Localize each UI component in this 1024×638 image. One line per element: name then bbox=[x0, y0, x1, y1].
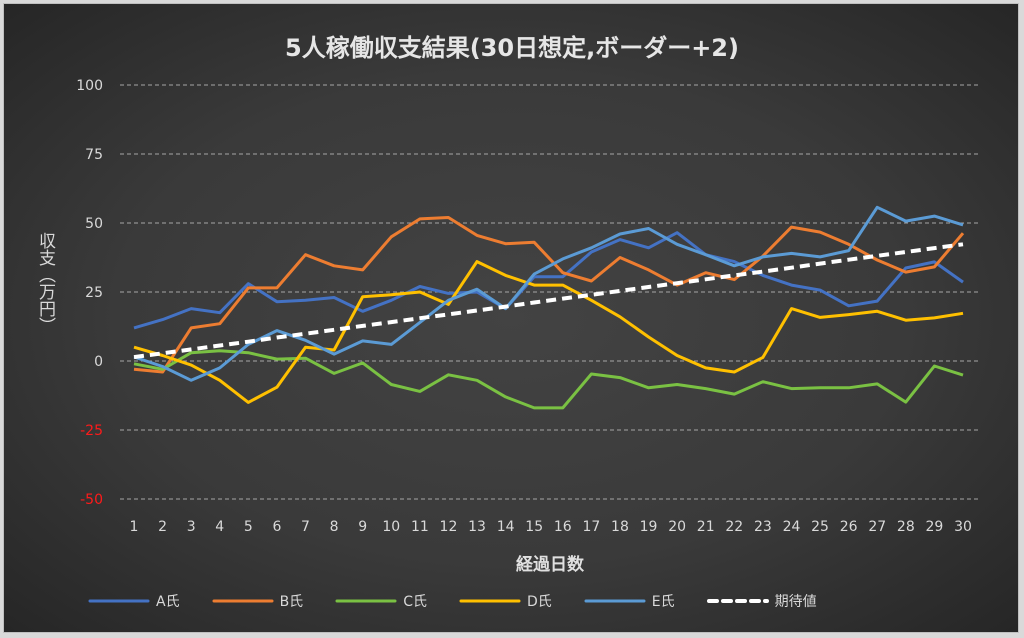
series-line-2 bbox=[133, 216, 965, 374]
x-tick-label: 9 bbox=[358, 519, 367, 535]
x-tick-label: 24 bbox=[783, 519, 801, 535]
gridlines bbox=[120, 84, 978, 500]
x-tick-label: 21 bbox=[697, 519, 715, 535]
legend-swatch bbox=[459, 599, 521, 603]
y-tick-label: 75 bbox=[85, 147, 103, 163]
legend-swatch bbox=[88, 599, 150, 603]
series-lines bbox=[133, 205, 965, 410]
y-tick-label: 50 bbox=[85, 216, 103, 232]
x-tick-label: 22 bbox=[725, 519, 743, 535]
y-tick-label: 100 bbox=[76, 78, 103, 94]
x-tick-label: 29 bbox=[925, 519, 943, 535]
series-line-6 bbox=[133, 242, 964, 360]
legend-label: B氏 bbox=[279, 594, 304, 610]
series-line-5 bbox=[133, 205, 964, 382]
x-tick-labels: 1 2 3 4 5 6 7 8 9 10 11 12 13 14 15 16 17 18 19 20 21 22 23 24 2… bbox=[130, 519, 972, 535]
y-tick-label: 0 bbox=[94, 354, 103, 370]
x-tick-label: 15 bbox=[525, 519, 543, 535]
x-tick-label: 6 bbox=[272, 519, 281, 535]
x-tick-label: 18 bbox=[611, 519, 629, 535]
x-tick-label: 1 bbox=[130, 519, 139, 535]
legend-label: A氏 bbox=[156, 594, 180, 610]
x-tick-label: 4 bbox=[215, 519, 224, 535]
y-axis-label: 収支（万円） bbox=[35, 232, 55, 334]
x-tick-label: 12 bbox=[440, 519, 458, 535]
legend-item: D氏 bbox=[459, 591, 552, 611]
legend-swatch bbox=[706, 599, 769, 603]
y-tick-label: -25 bbox=[80, 423, 103, 439]
series-line-4 bbox=[133, 260, 964, 404]
legend: A氏 B氏 C氏 D氏 E氏 期待値 bbox=[88, 590, 849, 612]
x-tick-label: 10 bbox=[382, 519, 400, 535]
x-tick-label: 19 bbox=[640, 519, 658, 535]
x-tick-label: 20 bbox=[668, 519, 686, 535]
x-tick-label: 11 bbox=[411, 519, 429, 535]
legend-swatch bbox=[335, 599, 397, 603]
legend-item: 期待値 bbox=[706, 591, 817, 611]
legend-label: C氏 bbox=[403, 594, 427, 610]
legend-item: A氏 bbox=[88, 591, 180, 611]
legend-item: C氏 bbox=[335, 591, 427, 611]
series-line-3 bbox=[133, 349, 964, 410]
x-tick-label: 13 bbox=[468, 519, 486, 535]
legend-swatch bbox=[212, 599, 274, 603]
legend-label: E氏 bbox=[651, 594, 675, 610]
x-tick-label: 8 bbox=[330, 519, 339, 535]
y-tick-label: 25 bbox=[85, 285, 103, 301]
legend-label: D氏 bbox=[526, 594, 552, 610]
x-tick-label: 5 bbox=[244, 519, 253, 535]
series-line-1 bbox=[133, 231, 964, 330]
chart-title: 5人稼働収支結果(30日想定,ボーダー+2) bbox=[285, 34, 739, 62]
x-tick-label: 25 bbox=[811, 519, 829, 535]
x-tick-label: 28 bbox=[897, 519, 915, 535]
y-tick-labels: 100 75 50 25 0 -25 -50 bbox=[76, 78, 103, 508]
x-tick-label: 3 bbox=[187, 519, 196, 535]
x-tick-label: 27 bbox=[868, 519, 886, 535]
x-tick-label: 2 bbox=[158, 519, 167, 535]
legend-item: E氏 bbox=[584, 591, 675, 611]
x-tick-label: 30 bbox=[954, 519, 972, 535]
x-tick-label: 14 bbox=[497, 519, 515, 535]
x-tick-label: 7 bbox=[301, 519, 310, 535]
legend-label: 期待値 bbox=[774, 594, 817, 610]
x-tick-label: 23 bbox=[754, 519, 772, 535]
legend-item: B氏 bbox=[212, 591, 304, 611]
x-tick-label: 17 bbox=[582, 519, 600, 535]
x-tick-label: 26 bbox=[840, 519, 858, 535]
y-tick-label: -50 bbox=[80, 492, 103, 508]
legend-swatch bbox=[584, 599, 646, 603]
x-axis-label: 経過日数 bbox=[516, 555, 584, 575]
x-tick-label: 16 bbox=[554, 519, 572, 535]
chart-area bbox=[3, 3, 1019, 633]
